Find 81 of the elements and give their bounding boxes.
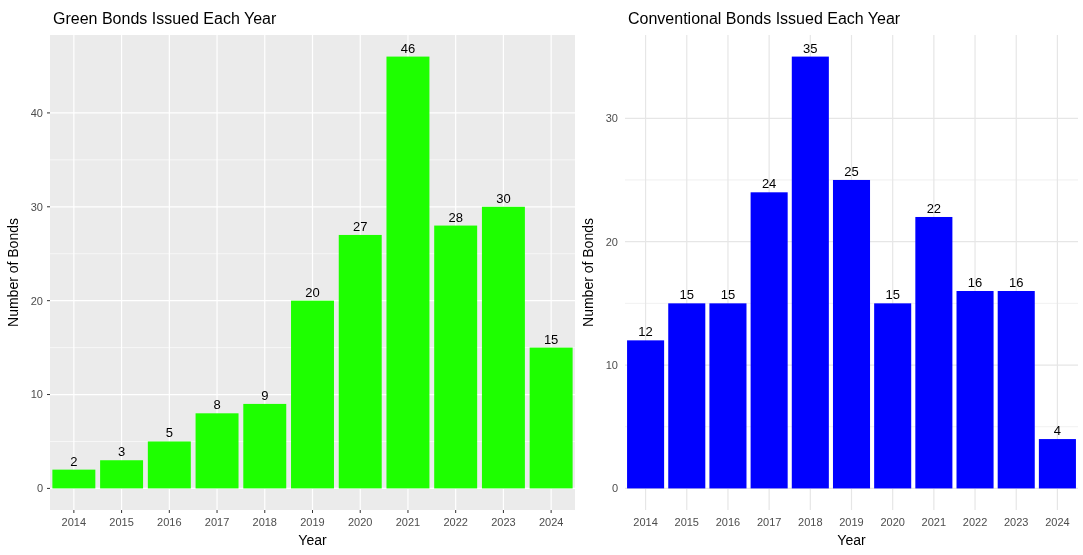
bar	[997, 291, 1035, 489]
bar	[750, 192, 788, 489]
data-label: 35	[803, 40, 818, 56]
data-label: 3	[117, 444, 126, 460]
data-label: 22	[926, 200, 942, 216]
y-tick-label: 30	[605, 112, 618, 125]
data-label: 16	[1008, 275, 1024, 291]
bar	[915, 216, 953, 489]
data-label: 16	[967, 275, 983, 291]
y-tick-label: 0	[36, 482, 43, 495]
y-tick-label: 20	[605, 235, 618, 248]
bar	[832, 179, 871, 489]
x-tick-label: 2023	[491, 516, 516, 528]
data-label: 27	[352, 218, 368, 234]
data-label: 8	[213, 397, 221, 413]
x-tick-label: 2019	[300, 516, 325, 528]
x-tick-label: 2018	[252, 516, 278, 528]
x-tick-label: 2015	[674, 516, 700, 528]
data-label: 15	[679, 287, 695, 303]
bar	[434, 225, 478, 489]
bar	[291, 300, 334, 489]
bar	[709, 303, 747, 489]
chart-title: Conventional Bonds Issued Each Year	[628, 10, 901, 27]
y-tick-label: 40	[30, 106, 43, 119]
x-tick-label: 2015	[109, 516, 134, 528]
data-label: 25	[844, 163, 859, 179]
x-tick-label: 2016	[157, 516, 182, 528]
data-label: 12	[638, 324, 653, 340]
chart-title: Green Bonds Issued Each Year	[53, 10, 277, 27]
bar	[481, 206, 525, 489]
y-tick-label: 10	[605, 358, 618, 371]
x-tick-label: 2021	[395, 516, 421, 528]
data-label: 24	[761, 176, 777, 192]
data-label: 2	[70, 453, 78, 469]
data-label: 46	[400, 40, 416, 56]
data-label: 15	[543, 331, 559, 347]
x-axis-title: Year	[837, 532, 866, 548]
y-tick-label: 0	[611, 482, 618, 495]
y-tick-label: 30	[30, 200, 43, 213]
bar	[627, 340, 665, 489]
data-label: 20	[305, 284, 320, 300]
data-label: 4	[1053, 423, 1062, 439]
data-label: 9	[261, 387, 269, 403]
bar	[956, 291, 994, 489]
data-label: 28	[448, 209, 463, 225]
x-tick-label: 2014	[633, 516, 658, 528]
x-tick-label: 2024	[538, 516, 564, 528]
y-tick-label: 20	[30, 294, 43, 307]
x-tick-label: 2020	[880, 516, 905, 528]
bar	[147, 441, 191, 489]
y-axis-title: Number of Bonds	[5, 218, 21, 327]
x-tick-label: 2016	[715, 516, 741, 528]
data-label: 15	[720, 287, 736, 303]
x-tick-label: 2014	[61, 516, 87, 528]
x-tick-label: 2017	[756, 516, 782, 528]
y-axis-title: Number of Bonds	[580, 218, 596, 327]
bar	[386, 56, 430, 489]
x-tick-label: 2019	[839, 516, 864, 528]
bar	[195, 413, 239, 489]
x-tick-label: 2018	[798, 516, 823, 528]
data-label: 5	[165, 425, 173, 441]
x-tick-label: 2024	[1045, 516, 1070, 528]
x-tick-label: 2020	[347, 516, 373, 528]
bar	[338, 234, 382, 489]
x-tick-label: 2017	[204, 516, 230, 528]
x-tick-label: 2022	[443, 516, 468, 528]
data-label: 15	[885, 287, 900, 303]
x-tick-label: 2022	[962, 516, 988, 528]
bar	[52, 469, 96, 489]
bar	[100, 460, 144, 489]
bar	[1038, 439, 1076, 489]
x-tick-label: 2023	[1003, 516, 1029, 528]
data-label: 30	[496, 190, 511, 206]
y-tick-label: 10	[30, 388, 43, 401]
x-axis-title: Year	[298, 532, 327, 548]
bar	[529, 347, 573, 489]
bar	[668, 303, 706, 489]
bar	[791, 56, 829, 489]
x-tick-label: 2021	[921, 516, 947, 528]
bar	[874, 303, 912, 489]
bar	[243, 403, 287, 489]
